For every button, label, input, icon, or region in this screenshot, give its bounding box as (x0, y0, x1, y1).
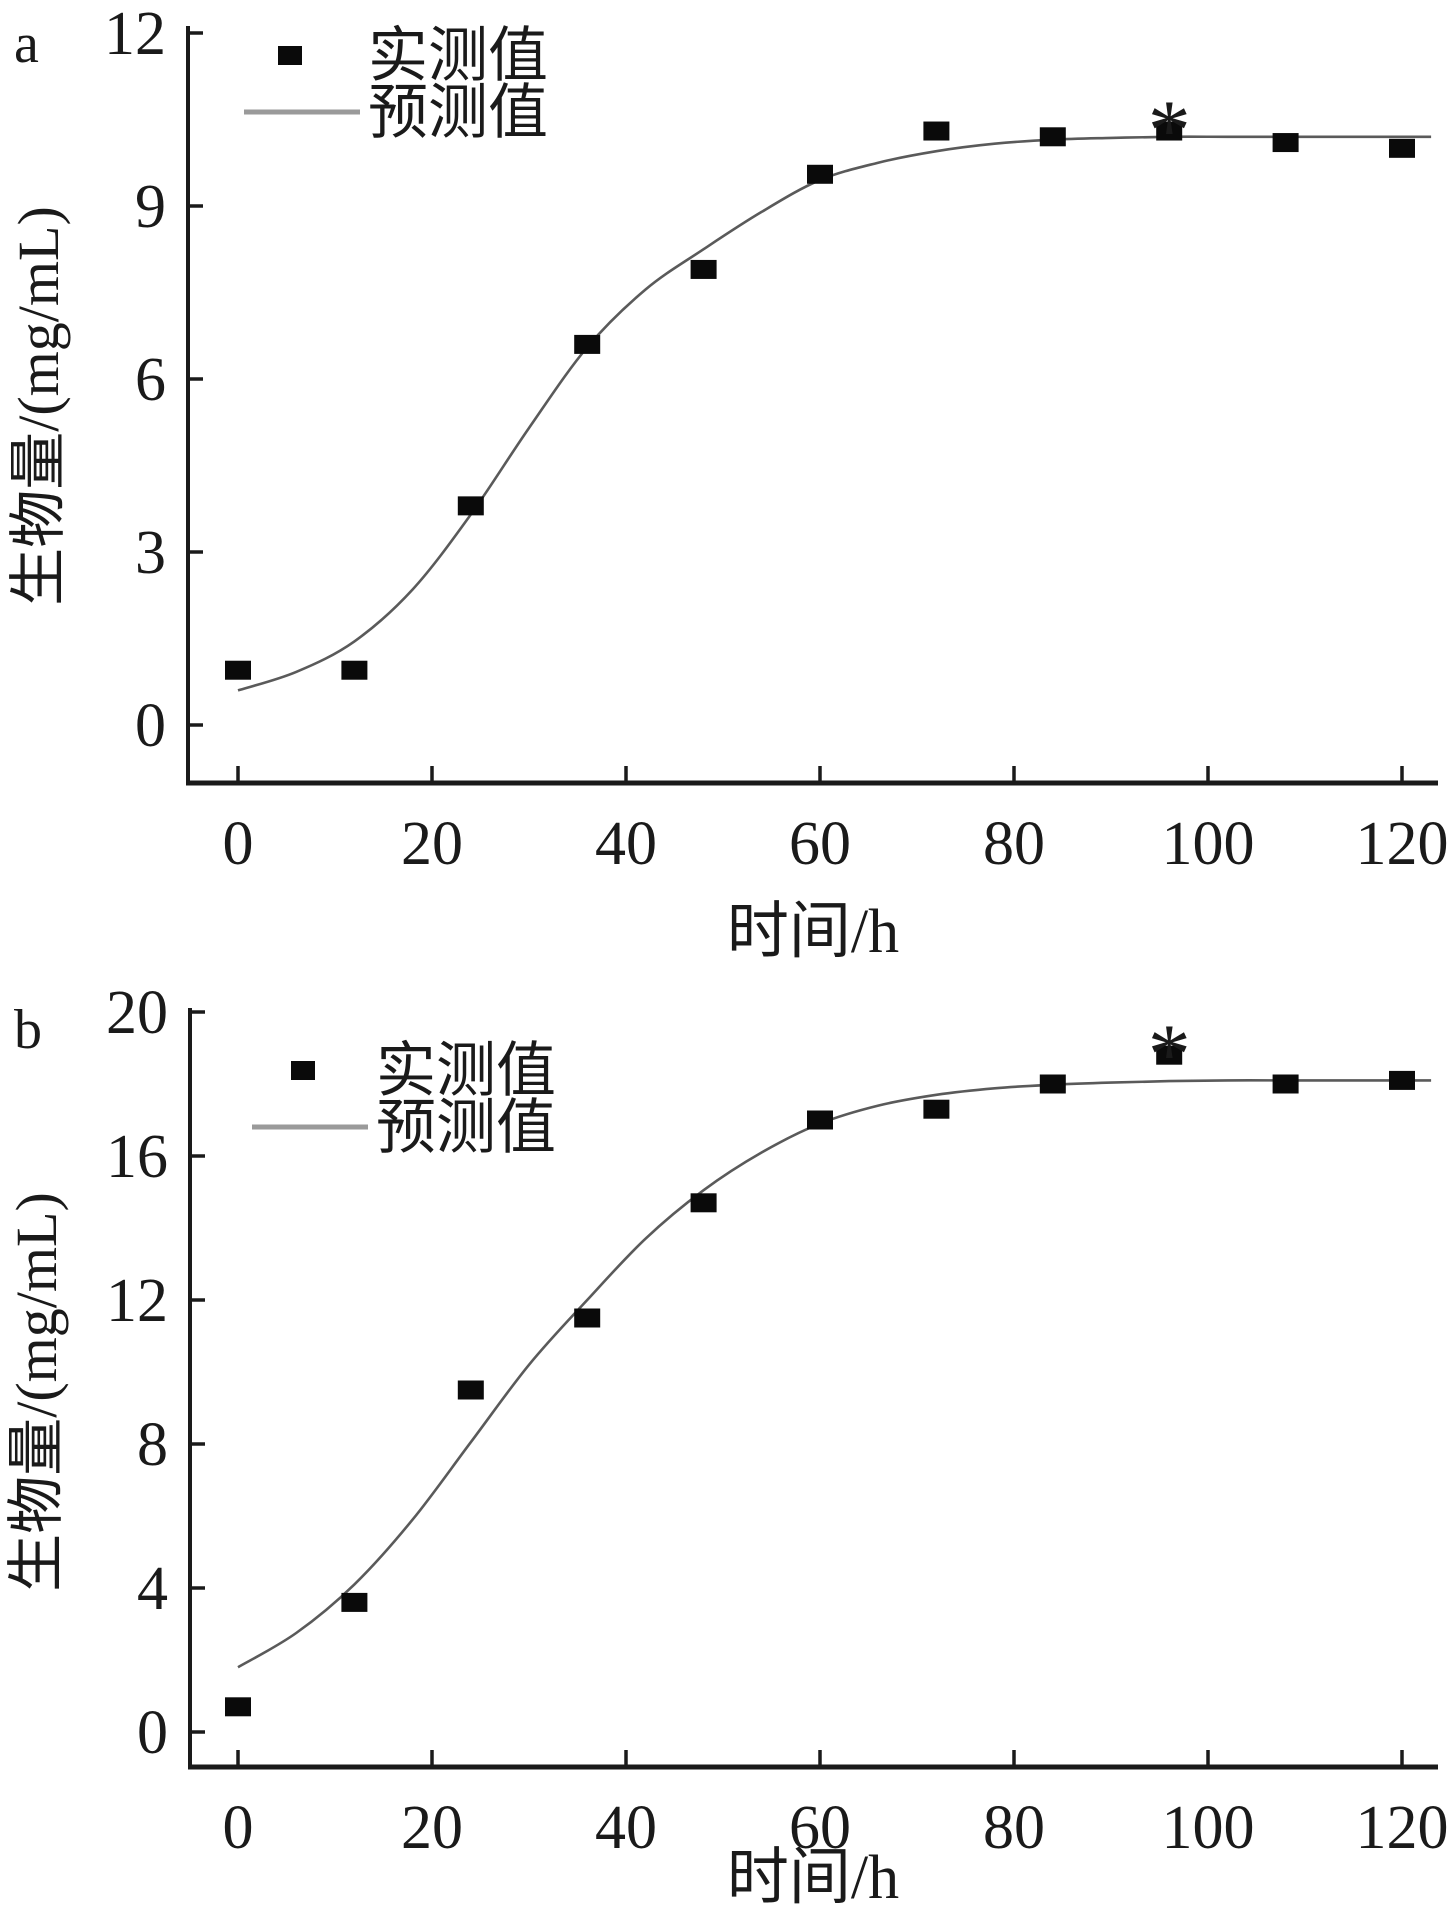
x-tick-label: 100 (1162, 810, 1255, 878)
measured-point (923, 1099, 950, 1119)
measured-point (457, 1380, 484, 1400)
legend-square-marker (278, 46, 302, 65)
legend-label-measured: 实测值 (368, 23, 548, 89)
predicted-curve (237, 135, 1432, 692)
y-tick-label: 8 (137, 1411, 168, 1479)
measured-point (1039, 1074, 1066, 1094)
legend-label-measured: 实测值 (376, 1038, 556, 1104)
measured-point (574, 334, 601, 354)
x-tick-label: 120 (1356, 810, 1449, 878)
y-tick-label: 4 (137, 1555, 168, 1623)
measured-point (225, 660, 251, 680)
y-tick-label: 0 (137, 1699, 168, 1767)
measured-point (1389, 1070, 1415, 1090)
predicted-curve (237, 1079, 1432, 1669)
y-tick-label: 16 (106, 1123, 168, 1191)
measured-point (1272, 1074, 1299, 1094)
measured-point (690, 259, 717, 279)
significance-asterisk: * (1148, 1006, 1191, 1102)
x-tick-label: 80 (983, 810, 1045, 878)
x-tick-label: 60 (789, 1794, 851, 1862)
chart-panel-b: b 0 4 8 12 16 20 0 20 40 60 80 100 120 时间/h 生物量/(mg/mL)… (4, 979, 1449, 1911)
measured-point (807, 1110, 833, 1130)
measured-point (1272, 133, 1299, 153)
x-tick-label: 40 (595, 1794, 657, 1862)
y-tick-label: 9 (135, 173, 166, 241)
x-axis-title: 时间/h (727, 898, 899, 966)
panel-label-b: b (14, 999, 42, 1061)
measured-point (1156, 1045, 1183, 1065)
y-tick-label: 3 (135, 519, 166, 587)
x-axis-title: 时间/h (727, 1844, 899, 1911)
x-tick-label: 20 (401, 1794, 463, 1862)
legend-label-predicted: 预测值 (368, 80, 548, 146)
measured-point (1389, 138, 1415, 158)
y-axis-title: 生物量/(mg/mL) (6, 206, 71, 606)
y-tick-label: 6 (135, 346, 166, 414)
y-tick-label: 12 (106, 1267, 168, 1335)
measured-point (1156, 121, 1183, 141)
x-tick-label: 20 (401, 810, 463, 878)
measured-point (1039, 127, 1066, 147)
panel-label-a: a (14, 13, 39, 75)
measured-point (690, 1193, 717, 1213)
x-tick-label: 80 (983, 1794, 1045, 1862)
measured-point (457, 496, 484, 516)
measured-point (807, 164, 833, 184)
legend-square-marker (291, 1061, 315, 1080)
measured-point (341, 1592, 368, 1612)
measured-point (225, 1697, 251, 1717)
x-tick-label: 0 (223, 810, 254, 878)
x-tick-label: 100 (1162, 1794, 1255, 1862)
measured-point (923, 121, 950, 141)
y-tick-label: 0 (135, 692, 166, 760)
legend-label-predicted: 预测值 (376, 1095, 556, 1161)
measured-point (574, 1308, 601, 1328)
y-tick-label: 20 (106, 979, 168, 1047)
significance-asterisk: * (1148, 82, 1191, 178)
measured-point (341, 660, 368, 680)
x-tick-label: 120 (1356, 1794, 1449, 1862)
y-tick-label: 12 (104, 0, 166, 68)
x-tick-label: 60 (789, 810, 851, 878)
x-tick-label: 40 (595, 810, 657, 878)
y-axis-title: 生物量/(mg/mL) (4, 1192, 69, 1592)
x-tick-label: 0 (223, 1794, 254, 1862)
